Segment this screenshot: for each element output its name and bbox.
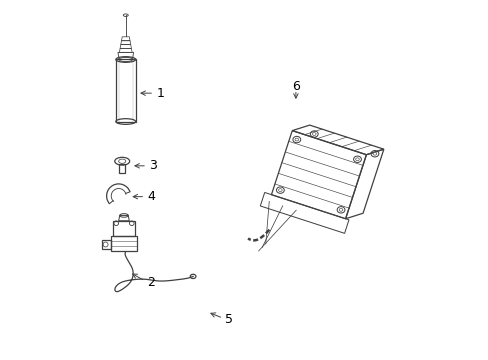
Text: 5: 5 bbox=[224, 313, 233, 326]
Text: 6: 6 bbox=[291, 80, 299, 93]
Ellipse shape bbox=[312, 132, 315, 135]
Text: 1: 1 bbox=[156, 87, 164, 100]
Ellipse shape bbox=[339, 208, 342, 211]
Ellipse shape bbox=[294, 138, 298, 141]
Text: 2: 2 bbox=[146, 276, 155, 289]
Ellipse shape bbox=[355, 158, 359, 161]
Ellipse shape bbox=[278, 189, 282, 192]
Text: 4: 4 bbox=[147, 190, 155, 203]
Text: 3: 3 bbox=[149, 159, 157, 172]
Ellipse shape bbox=[372, 152, 376, 155]
